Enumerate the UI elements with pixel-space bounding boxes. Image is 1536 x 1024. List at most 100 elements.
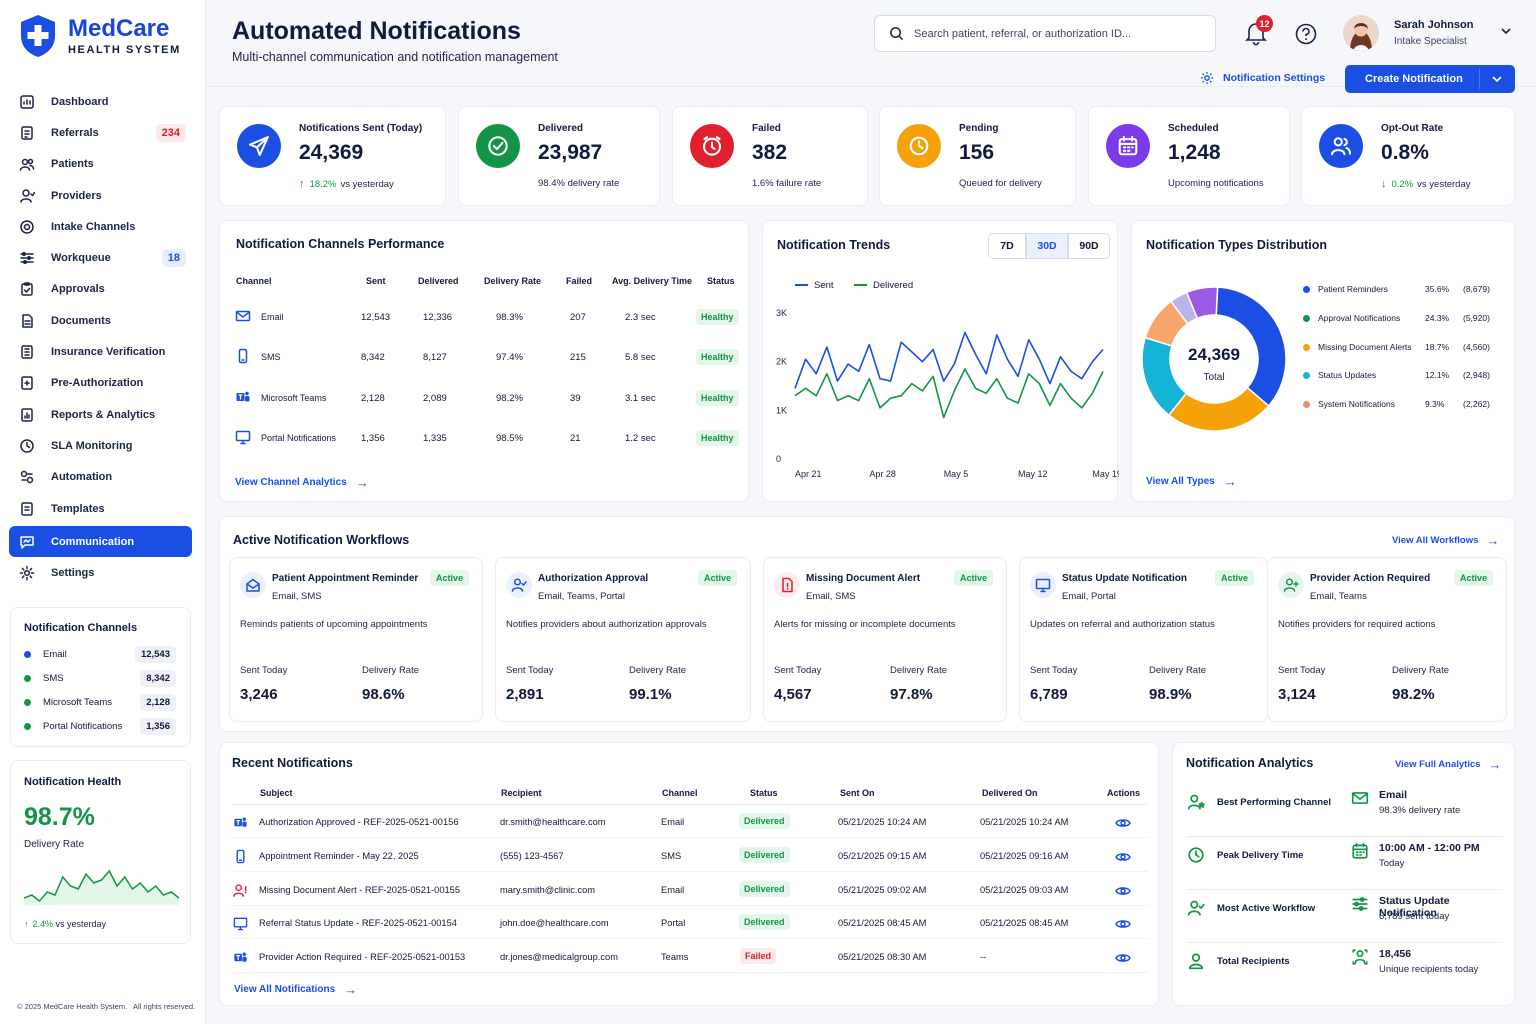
y-tick-label: 1K — [776, 405, 787, 415]
kpi-card-scheduled[interactable]: Scheduled 1,248 Upcoming notifications — [1088, 106, 1290, 206]
header-divider — [206, 86, 1536, 87]
workflow-sent-label: Sent Today — [774, 665, 822, 676]
view-full-analytics-label: View Full Analytics — [1395, 759, 1481, 770]
eye-icon[interactable] — [1115, 916, 1131, 932]
sidebar-item-intake-channels[interactable]: Intake Channels — [9, 211, 192, 242]
table-row[interactable] — [230, 810, 1148, 838]
avatar[interactable] — [1343, 15, 1379, 51]
legend-dot — [1303, 286, 1310, 293]
trends-line-chart: Sent Delivered 0 1K 2K 3K Apr 21 Apr 28 May 5 May… — [776, 280, 1119, 479]
table-row[interactable] — [232, 303, 742, 335]
view-all-workflows-link[interactable]: View All Workflows → — [1392, 533, 1499, 548]
notification-trends-card: Notification Trends 7D 30D 90D Sent Deliver… — [762, 220, 1119, 502]
legend-dot — [1303, 372, 1310, 380]
table-row[interactable] — [230, 945, 1148, 974]
page-title: Automated Notifications — [232, 17, 521, 45]
sparkline-line — [24, 869, 179, 903]
search-box[interactable] — [874, 15, 1216, 52]
gear-icon — [19, 565, 35, 581]
kpi-card-failed[interactable]: Failed 382 1.6% failure rate — [672, 106, 868, 206]
search-input[interactable] — [914, 27, 1194, 40]
sidebar-item-reports-analytics[interactable]: Reports & Analytics — [9, 399, 192, 430]
kpi-label: Delivered — [538, 123, 584, 134]
table-row[interactable] — [230, 911, 1148, 940]
workflow-card[interactable]: Missing Document Alert Email, SMS Active Al… — [763, 557, 1007, 722]
help-button[interactable] — [1295, 23, 1317, 45]
table-header: Actions — [1107, 788, 1141, 798]
status-badge: Delivered — [739, 813, 790, 829]
table-row[interactable] — [230, 844, 1148, 872]
brand-logo[interactable]: MedCare HEALTH SYSTEM — [18, 14, 181, 58]
sidebar-item-automation[interactable]: Automation — [9, 462, 192, 493]
sidebar-item-approvals[interactable]: Approvals — [9, 274, 192, 305]
sidebar-item-communication[interactable]: Communication — [9, 526, 192, 558]
chevron-down-icon[interactable] — [1491, 74, 1503, 84]
eye-icon[interactable] — [1115, 849, 1131, 865]
view-all-notifications-link[interactable]: View All Notifications → — [234, 982, 357, 997]
sidebar-item-dashboard[interactable]: Dashboard — [9, 86, 192, 117]
page-subtitle: Multi-channel communication and notifica… — [232, 50, 558, 64]
range-selector: 7D 30D 90D — [988, 233, 1110, 259]
legend-label: Approval Notifications — [1318, 312, 1401, 323]
sidebar-item-documents[interactable]: Documents — [9, 305, 192, 336]
workflow-card[interactable]: Status Update Notification Email, Portal A… — [1019, 557, 1268, 722]
view-channel-analytics-link[interactable]: View Channel Analytics → — [235, 475, 369, 490]
cell-channel: Email — [261, 312, 284, 322]
header-divider — [232, 804, 1148, 805]
user-check-icon — [506, 572, 532, 598]
sidebar-item-insurance-verification[interactable]: Insurance Verification — [9, 336, 192, 367]
kpi-card-notifications-sent-today[interactable]: Notifications Sent (Today) 24,369 ↑ 18.2% vs… — [219, 106, 446, 206]
user-menu-toggle[interactable] — [1500, 26, 1512, 36]
kpi-value: 382 — [752, 141, 788, 164]
status-badge: Healthy — [696, 309, 739, 325]
workflow-sent-label: Sent Today — [506, 665, 554, 676]
user-plus-icon — [1278, 572, 1304, 598]
y-tick-label: 0 — [776, 454, 781, 464]
legend-pct: 18.7% — [1425, 341, 1450, 352]
cell-failed: 21 — [570, 432, 581, 444]
table-header: Status — [707, 276, 735, 286]
kpi-value: 1,248 — [1168, 141, 1221, 164]
sidebar-item-templates[interactable]: Templates — [9, 493, 192, 524]
sidebar-item-sla-monitoring[interactable]: SLA Monitoring — [9, 430, 192, 461]
sidebar-item-providers[interactable]: Providers — [9, 180, 192, 211]
workflow-card[interactable]: Patient Appointment Reminder Email, SMS Ac… — [229, 557, 483, 722]
sidebar-item-label: Automation — [51, 471, 113, 484]
workflow-card[interactable]: Authorization Approval Email, Teams, Port… — [495, 557, 751, 722]
y-tick-label: 3K — [776, 308, 787, 318]
view-all-types-link[interactable]: View All Types → — [1146, 474, 1237, 489]
sidebar-item-patients[interactable]: Patients — [9, 149, 192, 180]
view-full-analytics-link[interactable]: View Full Analytics → — [1395, 757, 1502, 772]
table-header: Delivery Rate — [484, 276, 542, 286]
cell-delivered: 05/21/2025 09:16 AM — [980, 850, 1069, 861]
workflow-rate-label: Delivery Rate — [1392, 665, 1450, 676]
kpi-card-pending[interactable]: Pending 156 Queued for delivery — [879, 106, 1076, 206]
table-header: Failed — [566, 276, 593, 286]
x-tick-label: May 12 — [1018, 469, 1048, 479]
sidebar-item-settings[interactable]: Settings — [9, 557, 192, 588]
cell-subject: Provider Action Required - REF-2025-0521… — [259, 952, 466, 963]
create-notification-button[interactable]: Create Notification — [1345, 65, 1515, 93]
sidebar-item-pre-authorization[interactable]: Pre-Authorization — [9, 368, 192, 399]
workflow-card[interactable]: Provider Action Required Email, Teams Acti… — [1267, 557, 1507, 722]
status-badge: Active — [429, 570, 469, 586]
kpi-card-opt-out-rate[interactable]: Opt-Out Rate 0.8% ↓ 0.2% vs yesterday — [1301, 106, 1515, 206]
table-row[interactable] — [230, 878, 1148, 906]
eye-icon[interactable] — [1115, 950, 1131, 966]
notifications-bell-button[interactable]: 12 — [1244, 15, 1273, 46]
range-7d[interactable]: 7D — [988, 233, 1026, 259]
range-90d[interactable]: 90D — [1068, 233, 1110, 259]
eye-icon[interactable] — [1115, 883, 1131, 899]
sidebar-item-referrals[interactable]: Referrals 234 — [9, 117, 192, 148]
view-all-workflows-label: View All Workflows — [1392, 535, 1479, 546]
legend-dot — [1303, 343, 1310, 351]
status-badge: Active — [1453, 570, 1493, 586]
notification-settings-link[interactable]: Notification Settings — [1200, 71, 1325, 85]
sidebar-item-label: Documents — [51, 314, 111, 327]
kpi-card-delivered[interactable]: Delivered 23,987 98.4% delivery rate — [458, 106, 660, 206]
sidebar-item-workqueue[interactable]: Workqueue 18 — [9, 242, 192, 273]
table-row[interactable] — [232, 343, 742, 375]
cell-channel: Email — [661, 817, 685, 827]
range-30d[interactable]: 30D — [1026, 233, 1068, 259]
eye-icon[interactable] — [1115, 815, 1131, 831]
